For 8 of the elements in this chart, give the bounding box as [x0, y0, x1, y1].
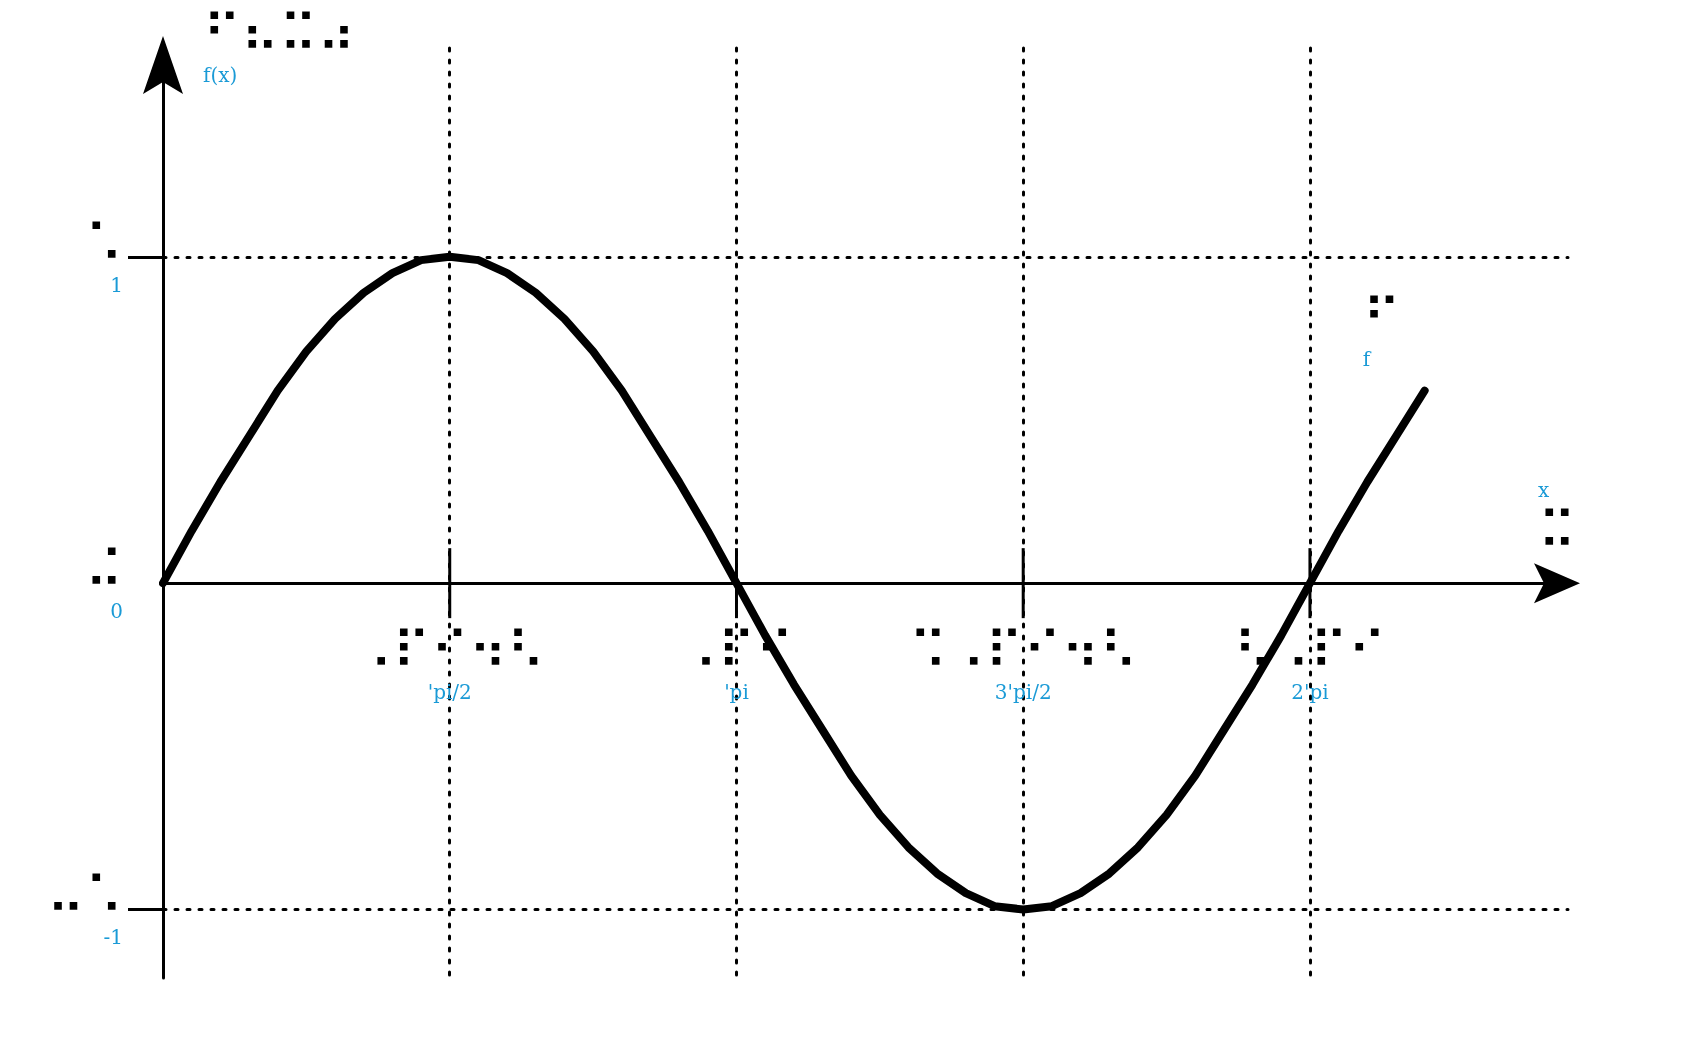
y-tick-label: ⠬ 0: [84, 540, 123, 624]
x-axis-title: x ⠭: [1538, 478, 1577, 562]
y-axis-title: ⠋⠦⠭⠴ f(x): [203, 4, 356, 87]
y-tick-label: ⠤⠡ -1: [46, 866, 123, 950]
x-tick-label: ⠩⠠⠏⠊⠲⠣ 3'pi/2: [908, 621, 1138, 705]
y-tick-label: ⠡ 1: [84, 213, 123, 297]
series-label: ⠋ f: [1362, 287, 1401, 371]
x-tick-label: ⠠⠏⠊⠲⠣ 'pi/2: [354, 621, 545, 705]
